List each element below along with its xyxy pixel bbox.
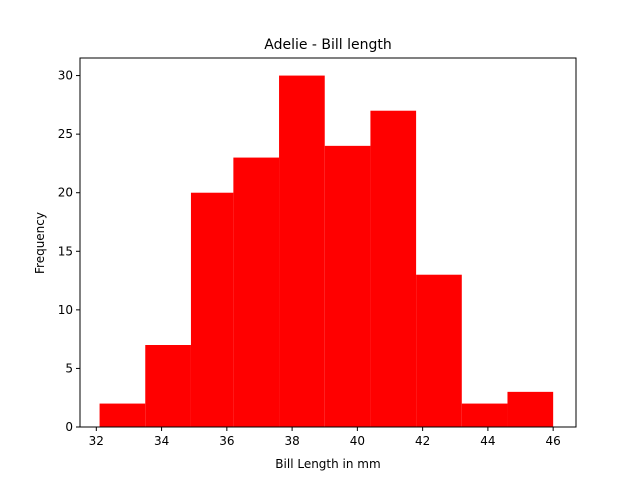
histogram-bar <box>324 145 371 427</box>
histogram-bar <box>279 75 325 428</box>
y-tick-label: 25 <box>58 127 73 141</box>
histogram-bar <box>507 391 554 427</box>
x-tick-label: 42 <box>415 434 430 448</box>
x-tick-label: 38 <box>284 434 299 448</box>
histogram-bar <box>416 274 462 427</box>
y-tick-label: 10 <box>58 303 73 317</box>
y-tick-label: 0 <box>65 420 73 434</box>
y-tick-label: 5 <box>65 361 73 375</box>
x-tick-label: 46 <box>546 434 561 448</box>
y-tick-label: 15 <box>58 244 73 258</box>
x-tick-label: 32 <box>89 434 104 448</box>
x-tick-label: 36 <box>219 434 234 448</box>
x-tick-label: 40 <box>350 434 365 448</box>
plot-frame <box>79 57 577 428</box>
y-tick-label: 30 <box>58 69 73 83</box>
x-tick-label: 34 <box>154 434 169 448</box>
histogram-bar <box>233 157 280 428</box>
histogram-bar <box>145 345 191 427</box>
x-axis-label: Bill Length in mm <box>275 457 380 471</box>
y-axis-label: Frequency <box>33 212 47 274</box>
y-tick-label: 20 <box>58 186 73 200</box>
x-tick-label: 44 <box>480 434 495 448</box>
histogram-bar <box>461 403 508 427</box>
histogram-bar <box>99 403 146 427</box>
histogram-bar <box>370 110 417 427</box>
histogram-bar <box>190 192 234 427</box>
chart-title: Adelie - Bill length <box>264 37 392 53</box>
